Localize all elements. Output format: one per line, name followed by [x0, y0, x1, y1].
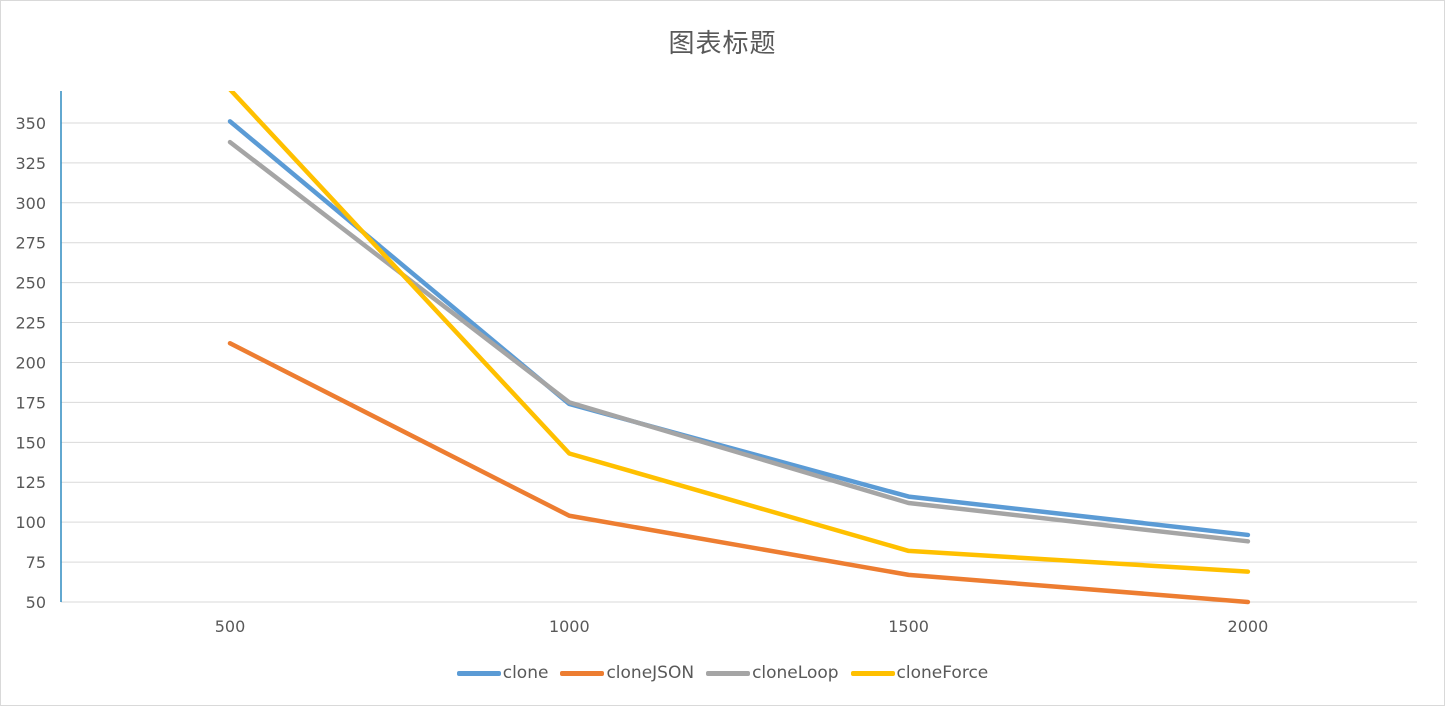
legend-label: cloneLoop	[752, 663, 839, 683]
series-line-cloneForce	[228, 91, 1251, 574]
legend-swatch	[706, 670, 751, 676]
x-tick-label: 1000	[549, 617, 590, 636]
y-tick-label: 200	[15, 353, 46, 372]
x-tick-label: 2000	[1228, 617, 1269, 636]
legend-label: cloneForce	[896, 663, 989, 683]
y-tick-label: 75	[26, 553, 46, 572]
y-tick-label: 300	[15, 194, 46, 213]
legend-label: cloneJSON	[606, 663, 695, 683]
y-tick-label: 250	[15, 274, 46, 293]
y-tick-label: 275	[15, 234, 46, 253]
y-tick-label: 50	[26, 593, 46, 612]
x-tick-label: 1500	[888, 617, 929, 636]
y-tick-label: 150	[15, 433, 46, 452]
series-line-cloneJSON	[227, 341, 1251, 605]
legend-item-cloneLoop: cloneLoop	[706, 663, 839, 683]
legend-item-cloneForce: cloneForce	[850, 663, 989, 683]
legend-label: clone	[502, 663, 549, 683]
legend-swatch	[456, 670, 501, 676]
y-tick-label: 125	[15, 473, 46, 492]
y-tick-label: 175	[15, 393, 46, 412]
legend-item-cloneJSON: cloneJSON	[560, 663, 694, 683]
y-tick-label: 350	[15, 114, 46, 133]
y-tick-label: 225	[15, 314, 46, 333]
series-line-clone	[227, 119, 1251, 538]
y-tick-label: 325	[15, 154, 46, 173]
legend: clone cloneJSON cloneLoop cloneForce	[1, 663, 1444, 683]
chart-title: 图表标题	[668, 29, 777, 59]
legend-swatch	[560, 670, 605, 676]
legend-swatch	[850, 670, 895, 676]
legend-item-clone: clone	[456, 663, 549, 683]
x-tick-label: 500	[215, 617, 246, 636]
series-line-cloneLoop	[227, 139, 1251, 544]
y-tick-label: 100	[15, 513, 46, 532]
